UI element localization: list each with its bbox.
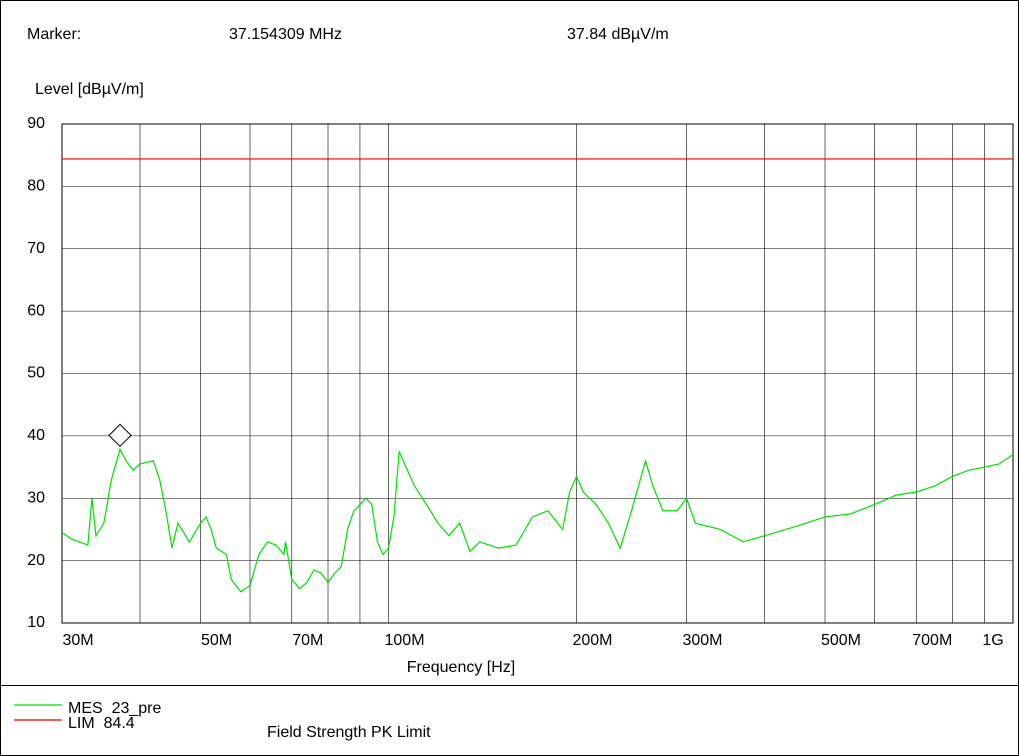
x-tick-label: 100M xyxy=(385,632,425,649)
legend-label: MES 23_pre xyxy=(68,700,161,717)
data-line xyxy=(61,447,1014,593)
y-tick-label: 50 xyxy=(27,365,45,382)
x-tick-label: 50M xyxy=(201,632,232,649)
x-tick-label: 200M xyxy=(572,632,612,649)
y-tick-label: 90 xyxy=(27,115,45,132)
y-tick-label: 80 xyxy=(27,178,45,195)
y-tick-label: 60 xyxy=(27,302,45,319)
x-tick-label: 30M xyxy=(62,632,93,649)
marker-label: Marker: xyxy=(27,26,81,43)
legend-description: Field Strength PK Limit xyxy=(267,724,431,741)
marker-level: 37.84 dBµV/m xyxy=(567,26,669,43)
x-tick-label: 300M xyxy=(682,632,722,649)
y-tick-label: 40 xyxy=(27,427,45,444)
x-tick-label: 1G xyxy=(982,632,1003,649)
marker-diamond xyxy=(108,423,132,448)
y-tick-label: 10 xyxy=(27,614,45,631)
x-tick-label: 70M xyxy=(292,632,323,649)
legend-label: LIM 84.4 xyxy=(68,715,135,732)
x-tick-label: 500M xyxy=(821,632,861,649)
y-axis-label: Level [dBµV/m] xyxy=(35,81,144,98)
y-tick-label: 20 xyxy=(27,552,45,569)
y-tick-label: 70 xyxy=(27,240,45,257)
x-tick-label: 700M xyxy=(912,632,952,649)
y-tick-label: 30 xyxy=(27,489,45,506)
marker-frequency: 37.154309 MHz xyxy=(229,26,342,43)
x-axis-label: Frequency [Hz] xyxy=(407,659,515,676)
